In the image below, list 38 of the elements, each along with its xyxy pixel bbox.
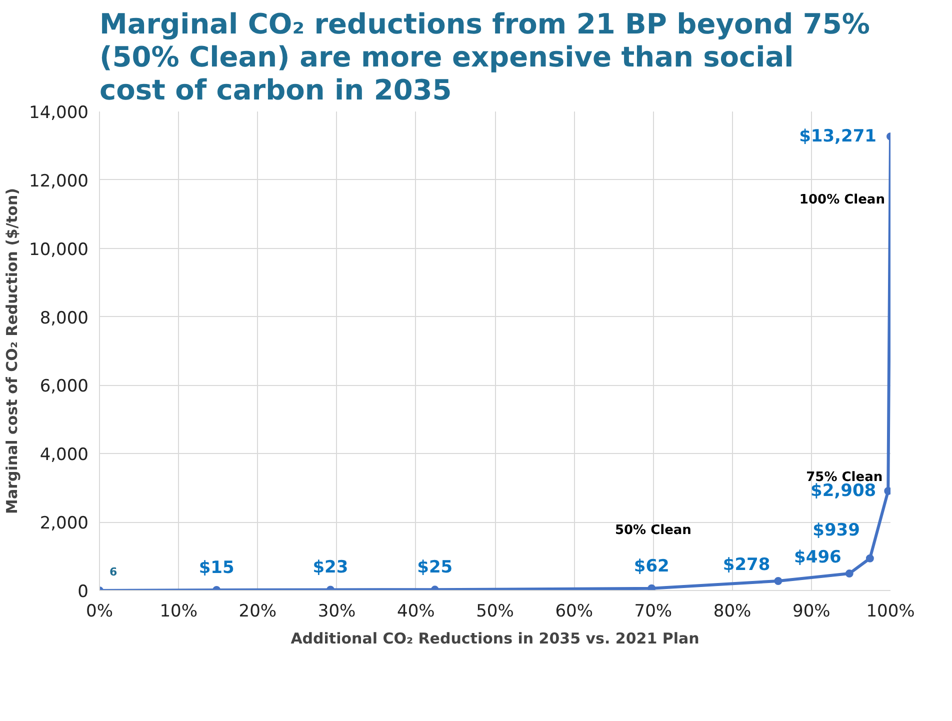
x-tick-label: 100% (866, 602, 915, 622)
x-tick-label: 90% (792, 602, 830, 622)
y-axis-title: Marginal cost of CO₂ Reduction ($/ton) (3, 188, 22, 514)
x-tick-label: 70% (634, 602, 672, 622)
x-tick-label: 80% (713, 602, 752, 622)
x-tick-label: 30% (318, 602, 356, 622)
y-tick-label: 6,000 (40, 376, 89, 397)
y-tick-label: 12,000 (29, 171, 88, 192)
data-label: $23 (312, 558, 348, 578)
y-tick-label: 4,000 (40, 445, 89, 466)
x-tick-label: 10% (160, 602, 198, 622)
annotation: 50% Clean (614, 522, 692, 538)
y-tick-label: 2,000 (40, 514, 89, 534)
annotation: 6 (110, 566, 118, 578)
data-label: $496 (794, 548, 842, 568)
point (866, 554, 874, 562)
x-tick-label: 0% (86, 602, 113, 622)
chart-title: Marginal CO₂ reductions from 21 BP beyond 75% (50% Clean) are more expensive than social cost of carbon in 2035 (100, 8, 870, 106)
annotation: 100% Clean (799, 192, 885, 208)
y-tick-label: 10,000 (29, 240, 88, 260)
x-tick-label: 20% (238, 602, 277, 622)
x-tick-label: 60% (555, 602, 594, 622)
x-axis-title: Additional CO₂ Reductions in 2035 vs. 2021 Plan (290, 630, 700, 648)
y-tick-label: 8,000 (40, 308, 89, 328)
y-tick-label: 14,000 (29, 103, 88, 123)
point (774, 576, 782, 585)
data-label: $15 (198, 558, 234, 578)
data-label: $2,908 (810, 481, 876, 502)
data-label: $62 (634, 556, 670, 576)
point (845, 570, 854, 578)
data-label: $13,271 (799, 126, 877, 146)
point (648, 584, 656, 590)
data-label: $25 (417, 558, 453, 578)
x-tick-label: 40% (397, 602, 435, 622)
data-label: $939 (812, 520, 860, 540)
data-label: $278 (722, 554, 770, 575)
x-tick-label: 50% (476, 602, 514, 622)
y-tick-label: 0 (78, 582, 89, 602)
